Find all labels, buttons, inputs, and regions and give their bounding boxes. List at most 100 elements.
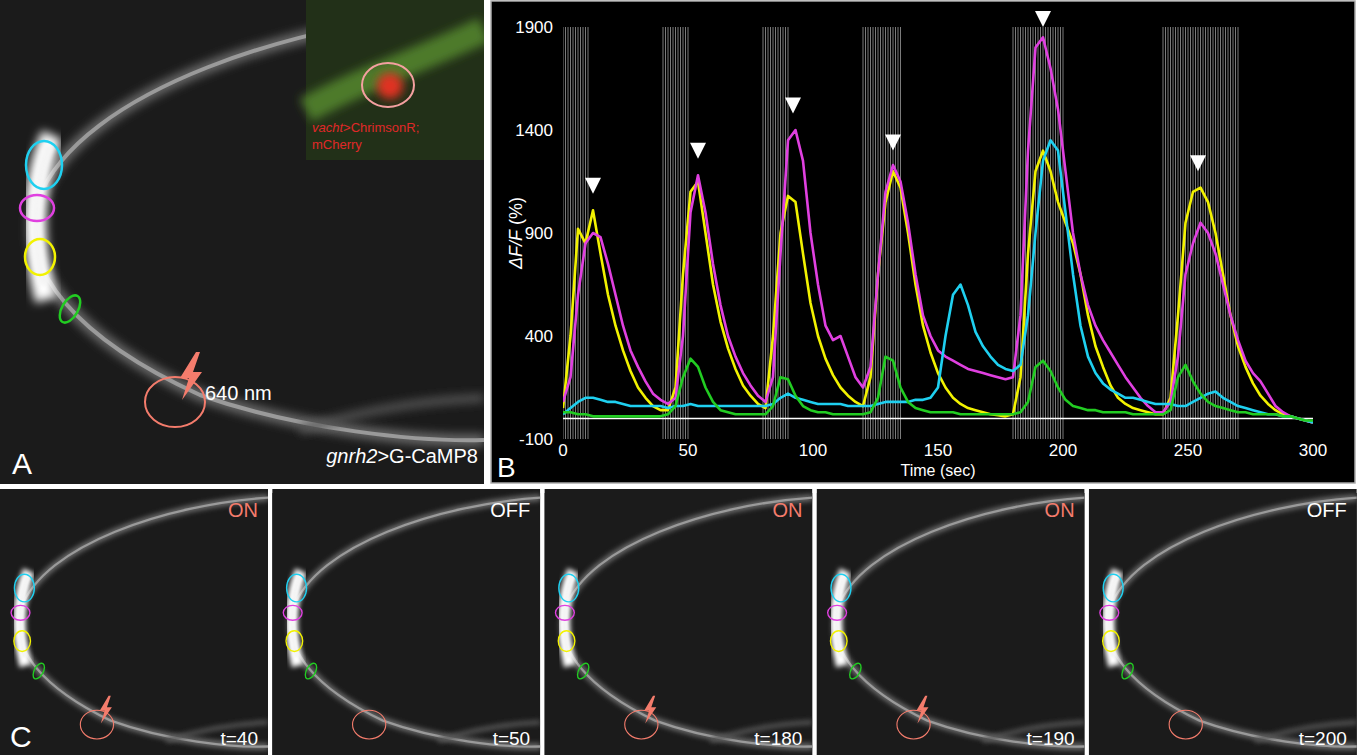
roi <box>14 631 31 652</box>
stim-pulse <box>673 27 674 439</box>
plot-area <box>563 27 1313 439</box>
stim-pulse <box>668 27 669 439</box>
tissue-glow <box>1107 498 1356 747</box>
inset-label: vacht>ChrimsonR; <box>312 120 419 135</box>
trace <box>563 37 1313 422</box>
image-ground <box>817 493 1085 755</box>
y-axis-title: ΔF/F (%) <box>506 197 526 270</box>
bright-core <box>564 577 572 658</box>
stim-pulse <box>575 27 576 439</box>
stim-pulse <box>1058 27 1059 439</box>
stim-pulse <box>895 27 896 439</box>
time-label: t=50 <box>493 728 531 749</box>
tissue-glow <box>291 498 540 747</box>
stim-pulse <box>1223 27 1224 439</box>
stim-pulse <box>1048 27 1049 439</box>
laser-label: 640 nm <box>205 382 272 404</box>
figure: vacht>ChrimsonR;mCherry640 nmgnrh2>G-CaM… <box>0 0 1357 756</box>
time-label: t=180 <box>754 728 802 749</box>
x-tick-label: 150 <box>924 441 952 460</box>
x-axis-title: Time (sec) <box>901 462 976 479</box>
roi <box>286 631 303 652</box>
stim-pulse <box>1205 27 1206 439</box>
roi <box>283 605 302 620</box>
stim-pulse <box>775 27 776 439</box>
italic-part: ΔF/F <box>506 229 526 270</box>
roi <box>847 661 863 681</box>
roi <box>56 292 85 326</box>
inset-cell <box>377 73 403 99</box>
tissue-edge <box>835 498 1084 747</box>
panel-letter: A <box>12 447 32 480</box>
tissue-edge <box>19 498 268 747</box>
tissue-glow <box>19 498 268 747</box>
time-label: t=200 <box>1299 728 1347 749</box>
laser-icon <box>180 352 202 400</box>
x-tick-label: 200 <box>1049 441 1077 460</box>
frame: OFF t=50 <box>272 489 540 755</box>
inset <box>306 0 484 160</box>
roi <box>287 574 307 602</box>
roi <box>303 661 319 681</box>
baseline <box>563 418 1313 420</box>
text-part: >ChrimsonR; <box>343 120 419 135</box>
stim-pulse <box>1163 27 1164 439</box>
stim-pulse <box>888 27 889 439</box>
stim-pulse <box>893 27 894 439</box>
frame-image <box>0 493 268 755</box>
stim-pulse <box>563 27 564 439</box>
frame-image <box>817 493 1085 755</box>
tissue-glow <box>563 498 812 747</box>
frame-image <box>272 493 540 755</box>
roi <box>575 661 591 681</box>
roi <box>558 631 575 652</box>
arrowhead <box>885 135 901 151</box>
stim-pulse <box>1165 27 1166 439</box>
x-tick-label: 0 <box>558 441 567 460</box>
stim-pulse <box>670 27 671 439</box>
stim-pulse <box>890 27 891 439</box>
roi <box>31 661 47 681</box>
stim-pulse <box>863 27 864 439</box>
y-tick-label: 400 <box>525 327 553 346</box>
stim-pulse <box>1038 27 1039 439</box>
y-tick-label: -100 <box>519 430 553 449</box>
state-label: ON <box>772 499 802 521</box>
stim-pulse <box>573 27 574 439</box>
roi <box>26 141 62 189</box>
roi <box>1100 605 1119 620</box>
stim-pulse <box>1193 27 1194 439</box>
stim-pulse <box>900 27 901 439</box>
stim-pulse <box>1238 27 1239 439</box>
stim-pulse <box>1200 27 1201 439</box>
bright-core <box>36 145 50 285</box>
stim-pulse <box>1045 27 1046 439</box>
panel-letter: B <box>497 452 516 483</box>
stim-pulse <box>1188 27 1189 439</box>
roi <box>1103 574 1123 602</box>
stim-pulse <box>1180 27 1181 439</box>
x-tick-label: 100 <box>799 441 827 460</box>
laser-icon <box>916 696 928 724</box>
roi <box>1120 661 1136 681</box>
italic-part: gnrh2 <box>326 445 377 467</box>
stim-pulse <box>1183 27 1184 439</box>
stim-pulse <box>788 27 789 439</box>
text-part: >G-CaMP8 <box>377 445 478 467</box>
stim-pulse <box>875 27 876 439</box>
trace <box>563 140 1313 422</box>
tissue-edge <box>291 498 540 747</box>
stim-pulse <box>1203 27 1204 439</box>
image-ground <box>1089 493 1357 755</box>
stim-pulse <box>1220 27 1221 439</box>
frame-image <box>544 493 812 755</box>
stim-area <box>80 710 113 739</box>
roi <box>14 574 34 602</box>
stim-pulse <box>770 27 771 439</box>
frame: OFFt=200 <box>1089 489 1357 755</box>
inset-roi <box>362 63 414 107</box>
image-ground <box>0 493 268 755</box>
y-tick-label: 900 <box>525 224 553 243</box>
roi <box>555 605 574 620</box>
state-label: OFF <box>490 499 530 521</box>
